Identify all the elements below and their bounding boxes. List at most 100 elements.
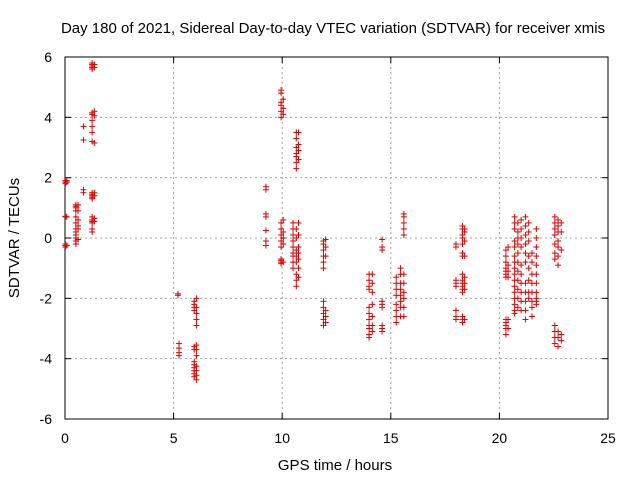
data-point	[89, 195, 96, 202]
data-point	[511, 289, 518, 296]
x-axis-tick-labels: 0 5 10 15 20 25	[61, 430, 616, 446]
data-point	[555, 262, 562, 269]
data-point	[511, 253, 518, 260]
data-point	[280, 216, 287, 223]
data-point	[293, 153, 300, 160]
data-point	[400, 271, 407, 278]
data-point	[518, 225, 525, 232]
data-point	[280, 241, 287, 248]
data-point	[191, 307, 198, 314]
data-point	[293, 159, 300, 166]
data-point	[295, 141, 302, 148]
data-point	[366, 286, 373, 293]
data-point	[505, 316, 512, 323]
data-point	[280, 228, 287, 235]
data-point	[193, 322, 200, 329]
data-point	[293, 259, 300, 266]
y-tick-label: 2	[44, 170, 52, 186]
data-point	[551, 231, 558, 238]
data-point	[452, 316, 459, 323]
y-tick-label: 0	[44, 230, 52, 246]
y-tick-label: 6	[44, 49, 52, 65]
data-point	[551, 256, 558, 263]
data-point	[533, 271, 540, 278]
data-point	[280, 105, 287, 112]
data-point	[551, 241, 558, 248]
data-point	[511, 244, 518, 251]
data-point	[193, 310, 200, 317]
data-point	[533, 280, 540, 287]
data-point	[511, 238, 518, 245]
data-point	[522, 213, 529, 220]
data-point	[293, 165, 300, 172]
data-point	[295, 244, 302, 251]
data-point	[525, 238, 532, 245]
data-point	[514, 277, 521, 284]
data-point	[558, 337, 565, 344]
data-point	[293, 225, 300, 232]
data-point	[461, 253, 468, 260]
data-point	[511, 283, 518, 290]
data-point	[322, 313, 329, 320]
data-point	[555, 216, 562, 223]
data-point	[518, 244, 525, 251]
data-point	[320, 316, 327, 323]
data-point	[293, 253, 300, 260]
data-point	[511, 271, 518, 278]
data-point	[511, 301, 518, 308]
data-point	[366, 304, 373, 311]
data-point	[322, 244, 329, 251]
data-point	[459, 289, 466, 296]
data-point	[89, 129, 96, 136]
data-point	[293, 271, 300, 278]
data-point	[80, 189, 87, 196]
data-point	[366, 277, 373, 284]
data-point	[320, 304, 327, 311]
data-point	[459, 235, 466, 241]
data-point	[174, 292, 181, 299]
data-point	[502, 331, 509, 338]
data-point	[502, 247, 509, 254]
data-point	[525, 265, 532, 272]
data-point	[393, 274, 400, 281]
data-point	[320, 322, 327, 329]
data-point	[75, 207, 82, 214]
data-point	[366, 310, 373, 317]
data-point	[369, 328, 376, 335]
data-point	[63, 213, 70, 220]
data-point	[511, 265, 518, 272]
data-point	[461, 238, 468, 245]
data-point	[366, 325, 373, 332]
data-point	[525, 219, 532, 226]
data-point	[369, 322, 376, 329]
data-point	[278, 102, 285, 109]
data-point	[461, 228, 468, 235]
data-point	[193, 295, 200, 302]
data-point	[558, 228, 565, 235]
data-point	[522, 298, 529, 305]
data-point	[452, 244, 459, 251]
data-point	[522, 231, 529, 238]
data-point	[502, 253, 509, 260]
x-axis-title: GPS time / hours	[278, 457, 392, 474]
x-tick-label: 25	[600, 430, 616, 446]
data-point	[393, 307, 400, 314]
data-point	[528, 250, 535, 257]
data-point	[505, 274, 512, 281]
data-point	[91, 64, 98, 71]
data-point	[400, 280, 407, 287]
data-point	[293, 247, 300, 254]
data-point	[551, 219, 558, 226]
x-tick-label: 20	[492, 430, 508, 446]
data-point	[525, 253, 532, 260]
data-point	[89, 117, 96, 124]
data-point	[72, 213, 79, 220]
data-point	[522, 316, 529, 323]
data-point	[75, 236, 82, 243]
y-axis-title: SDTVAR / TECUs	[6, 178, 23, 298]
data-point	[193, 304, 200, 311]
data-point	[369, 280, 376, 287]
data-point	[89, 228, 96, 235]
data-point	[295, 274, 302, 281]
data-point	[514, 250, 521, 257]
